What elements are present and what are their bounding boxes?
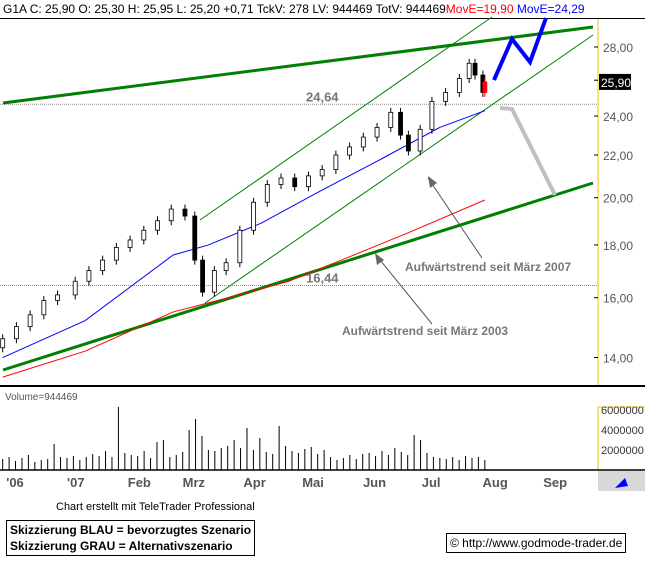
y-tick-label: 24,00: [603, 110, 633, 124]
x-tick-label: Mai: [302, 475, 324, 490]
candle: [405, 134, 411, 152]
last-volume: LV: 944469: [312, 2, 373, 16]
candle: [264, 184, 270, 203]
candle: [113, 247, 119, 261]
candle: [429, 100, 435, 130]
scenario-grey: [499, 106, 557, 196]
candle: [306, 175, 311, 188]
y-tick-label: 20,00: [603, 192, 633, 206]
x-tick-label: Jul: [422, 475, 441, 490]
y-tick-label: 28,00: [603, 41, 633, 55]
trendline-upper: [2, 25, 594, 105]
x-tick-label: Jun: [363, 475, 386, 490]
candle: [100, 259, 106, 271]
y-tick-label: 16,00: [603, 292, 633, 306]
legend-grey: Skizzierung GRAU = Alternativszenario: [10, 539, 233, 553]
x-tick-label: Aug: [483, 475, 508, 490]
arrowhead-icon: [375, 253, 384, 265]
quote-header: G1A C: 25,90 O: 25,30 H: 25,95 L: 25,20 …: [0, 0, 645, 19]
candle: [211, 270, 217, 293]
channel-upper: [199, 16, 493, 221]
flag-icon: [615, 478, 628, 488]
candle: [141, 229, 147, 241]
ma-blue-label: MovE=24,29: [516, 2, 585, 16]
scenario-blue: [492, 17, 548, 81]
scenario-legend: Skizzierung BLAU = bevorzugtes Szenario …: [6, 520, 256, 556]
y-tick-label: 14,00: [603, 352, 633, 366]
ma-red-label: MovE=19,90: [445, 2, 514, 16]
candle: [200, 259, 206, 293]
candle: [0, 338, 6, 349]
open: O: 25,30: [78, 2, 125, 16]
x-tick-label: Mrz: [183, 475, 206, 490]
symbol: G1A: [3, 2, 27, 16]
vol-tick-label: 6000000: [601, 405, 644, 417]
x-tick-label: Feb: [128, 475, 151, 490]
high: H: 25,95: [127, 2, 174, 16]
candle: [360, 136, 366, 148]
copyright-link[interactable]: © http://www.godmode-trader.de: [446, 533, 627, 553]
annotation-2007: Aufwärtstrend seit März 2007: [405, 260, 571, 274]
trendline-2003: [2, 181, 594, 372]
level-label: 24,64: [306, 89, 339, 104]
last-price-label: 25,90: [601, 76, 631, 90]
candle: [347, 146, 353, 156]
level-label: 16,44: [306, 271, 339, 286]
candle: [86, 270, 92, 282]
candle: [456, 78, 462, 93]
annotation-2003: Aufwärtstrend seit März 2003: [342, 324, 508, 338]
candle: [192, 215, 198, 261]
ma-red-line: [2, 199, 486, 378]
candle: [417, 128, 423, 152]
candle: [388, 111, 394, 128]
candle: [155, 220, 160, 231]
candle: [41, 300, 47, 316]
vol-tick-label: 4000000: [601, 425, 644, 437]
volume-label: Volume=944469: [5, 392, 78, 403]
y-tick-label: 18,00: [603, 239, 633, 253]
candle: [333, 154, 339, 170]
candle: [472, 62, 478, 76]
vol-tick-label: 2000000: [601, 445, 644, 457]
last-price-box: [599, 73, 631, 90]
candle: [168, 208, 174, 222]
candle: [398, 111, 403, 136]
candle: [237, 229, 243, 264]
candle: [127, 239, 133, 248]
candle: [278, 177, 284, 185]
annotation-arrow: [427, 177, 483, 259]
candle: [374, 127, 380, 138]
candle: [72, 280, 78, 296]
candle: [27, 314, 33, 328]
chart-credit: Chart erstellt mit TeleTrader Profession…: [56, 501, 255, 513]
ma-blue-line: [2, 110, 486, 358]
annotation-arrow: [375, 254, 433, 325]
x-tick-label: '06: [6, 475, 24, 490]
price-chart: 28,00 24,00 22,00 20,00 18,00 16,00 14,00 25,90…: [0, 16, 645, 491]
change: +0,71: [223, 2, 254, 16]
candle: [443, 92, 449, 102]
tick-volume: TckV: 278: [256, 2, 309, 16]
x-tick-label: '07: [67, 475, 85, 490]
close: C: 25,90: [29, 2, 76, 16]
x-tick-label: Apr: [243, 475, 265, 490]
candle: [292, 177, 298, 188]
candle: [55, 294, 60, 301]
x-tick-label: Sep: [543, 475, 567, 490]
candle: [319, 169, 325, 177]
candle: [482, 81, 488, 93]
low: L: 25,20: [176, 2, 220, 16]
legend-blue: Skizzierung BLAU = bevorzugtes Szenario: [10, 523, 252, 537]
candle: [223, 262, 229, 271]
total-volume: TotV: 944469: [375, 2, 446, 16]
candle: [466, 62, 472, 79]
arrowhead-icon: [428, 176, 437, 188]
candle: [182, 208, 188, 217]
channel-lower-2007: [204, 34, 594, 304]
y-tick-label: 22,00: [603, 149, 633, 163]
candle: [13, 326, 19, 340]
candle: [251, 201, 256, 231]
corner-button: [598, 471, 645, 491]
